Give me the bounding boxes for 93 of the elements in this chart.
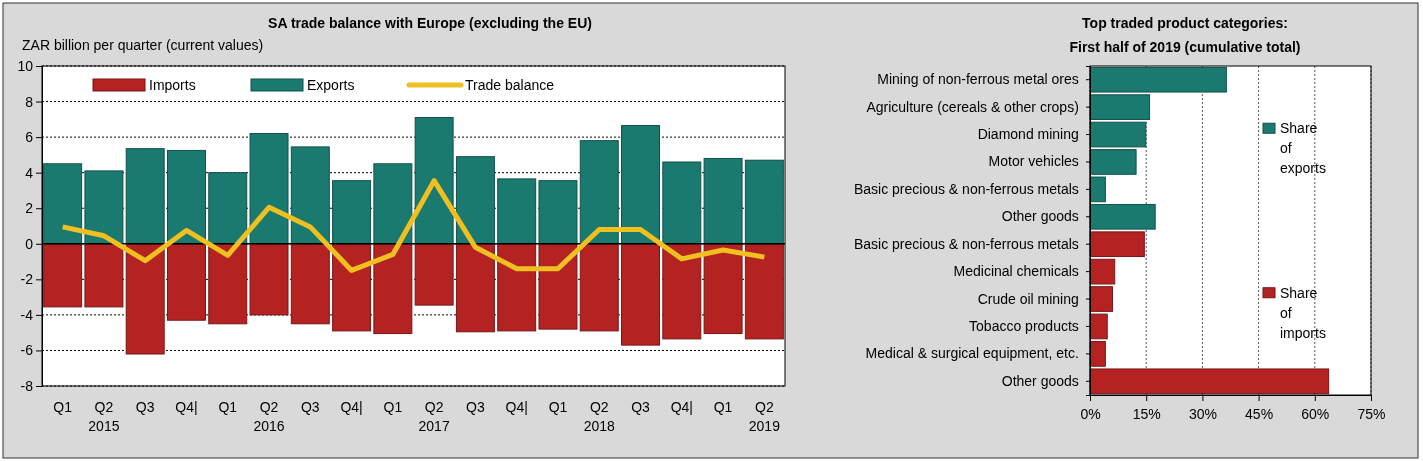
y-tick-label: Other goods bbox=[1001, 208, 1079, 225]
bar bbox=[166, 149, 206, 245]
bar bbox=[43, 243, 83, 308]
y-tick-label: 10 bbox=[17, 57, 34, 74]
bar bbox=[621, 125, 661, 245]
bar bbox=[703, 243, 743, 335]
legend-label: Share of exports bbox=[1280, 120, 1326, 177]
y-tick-label: Crude oil mining bbox=[977, 290, 1079, 307]
bar bbox=[332, 180, 372, 245]
y-tick-label: 4 bbox=[25, 164, 34, 181]
y-tick-label: Tobacco products bbox=[969, 317, 1079, 334]
bar bbox=[332, 243, 372, 332]
bar bbox=[84, 243, 124, 308]
x-tick-label: Q1 bbox=[53, 399, 73, 415]
bar bbox=[373, 243, 413, 335]
bar bbox=[744, 159, 784, 245]
y-tick-label: Agriculture (cereals & other crops) bbox=[866, 98, 1079, 115]
y-tick-label: Diamond mining bbox=[977, 126, 1079, 143]
bar bbox=[579, 243, 619, 332]
bar bbox=[43, 163, 83, 245]
x-tick-label: Q3 bbox=[466, 399, 485, 415]
y-tick-label: -4 bbox=[20, 306, 34, 323]
bar bbox=[290, 243, 330, 325]
y-tick-label: Mining of non-ferrous metal ores bbox=[877, 71, 1079, 88]
legend-label: Imports bbox=[149, 77, 196, 93]
chart-title: SA trade balance with Europe (excluding the EU) bbox=[268, 15, 592, 31]
bar bbox=[208, 172, 248, 245]
x-tick-label: Q3 bbox=[300, 399, 320, 415]
x-tick-label: Q1 bbox=[548, 399, 568, 415]
bar bbox=[373, 163, 413, 245]
bar bbox=[414, 117, 454, 245]
y-tick-label: Medicinal chemicals bbox=[953, 263, 1079, 280]
y-tick-label: Basic precious & non-ferrous metals bbox=[853, 180, 1079, 197]
bar bbox=[414, 243, 454, 306]
y-tick-label: 6 bbox=[25, 129, 34, 146]
bar bbox=[538, 180, 578, 245]
y-tick-label: Motor vehicles bbox=[988, 153, 1079, 170]
chart-subtitle: First half of 2019 (cumulative total) bbox=[1069, 39, 1301, 55]
x-tick-label: Q2 2015 bbox=[88, 399, 120, 434]
x-tick-label: 15% bbox=[1132, 406, 1161, 423]
y-axis-title: ZAR billion per quarter (current values) bbox=[22, 37, 264, 53]
legend-label: Share of imports bbox=[1280, 284, 1326, 341]
bar bbox=[497, 243, 537, 332]
bar bbox=[125, 148, 165, 245]
x-tick-label: 30% bbox=[1188, 406, 1217, 423]
y-tick-label: Other goods bbox=[1001, 372, 1079, 389]
chart-title: Top traded product categories: bbox=[1082, 15, 1288, 31]
x-tick-label: Q1 bbox=[218, 399, 238, 415]
bar bbox=[455, 156, 495, 245]
y-tick-label: -6 bbox=[20, 342, 34, 359]
x-tick-label: Q1 bbox=[383, 399, 403, 415]
bar bbox=[1089, 203, 1156, 230]
x-tick-label: Q4| bbox=[175, 399, 198, 415]
bar bbox=[166, 243, 206, 321]
bar bbox=[249, 243, 289, 316]
x-tick-label: Q2 2019 bbox=[748, 399, 781, 434]
y-tick-label: Basic precious & non-ferrous metals bbox=[853, 235, 1079, 252]
y-tick-label: 0 bbox=[25, 235, 34, 252]
x-tick-label: Q4| bbox=[505, 399, 528, 415]
legend-label: Trade balance bbox=[465, 77, 555, 93]
y-tick-label: -8 bbox=[20, 377, 34, 394]
x-tick-label: Q1 bbox=[713, 399, 733, 415]
x-tick-label: Q2 2016 bbox=[253, 399, 285, 434]
x-tick-label: Q4| bbox=[340, 399, 363, 415]
bar bbox=[290, 146, 330, 245]
x-tick-label: Q3 bbox=[135, 399, 155, 415]
x-tick-label: 60% bbox=[1301, 406, 1330, 423]
bar bbox=[703, 157, 743, 245]
bar bbox=[662, 161, 702, 245]
y-tick-label: 2 bbox=[25, 200, 34, 217]
y-tick-label: 8 bbox=[25, 93, 34, 110]
bar bbox=[84, 170, 124, 245]
x-tick-label: Q2 2017 bbox=[418, 399, 450, 434]
bar bbox=[455, 243, 495, 333]
bar bbox=[1089, 231, 1145, 258]
x-tick-label: Q4| bbox=[670, 399, 693, 415]
x-tick-label: 0% bbox=[1080, 406, 1101, 423]
bar bbox=[249, 133, 289, 245]
bar bbox=[125, 243, 165, 355]
bar bbox=[208, 243, 248, 325]
x-tick-label: Q2 2018 bbox=[583, 399, 616, 434]
bar bbox=[538, 243, 578, 330]
y-tick-label: Medical & surgical equipment, etc. bbox=[865, 345, 1079, 362]
bar bbox=[621, 243, 661, 346]
legend-label: Exports bbox=[307, 77, 355, 93]
x-tick-label: 75% bbox=[1357, 406, 1386, 423]
x-tick-label: 45% bbox=[1245, 406, 1274, 423]
bar bbox=[744, 243, 784, 340]
bar bbox=[579, 140, 619, 245]
y-tick-label: -2 bbox=[20, 271, 34, 288]
x-tick-label: Q3 bbox=[631, 399, 651, 415]
bar bbox=[497, 178, 537, 245]
bar bbox=[662, 243, 702, 340]
